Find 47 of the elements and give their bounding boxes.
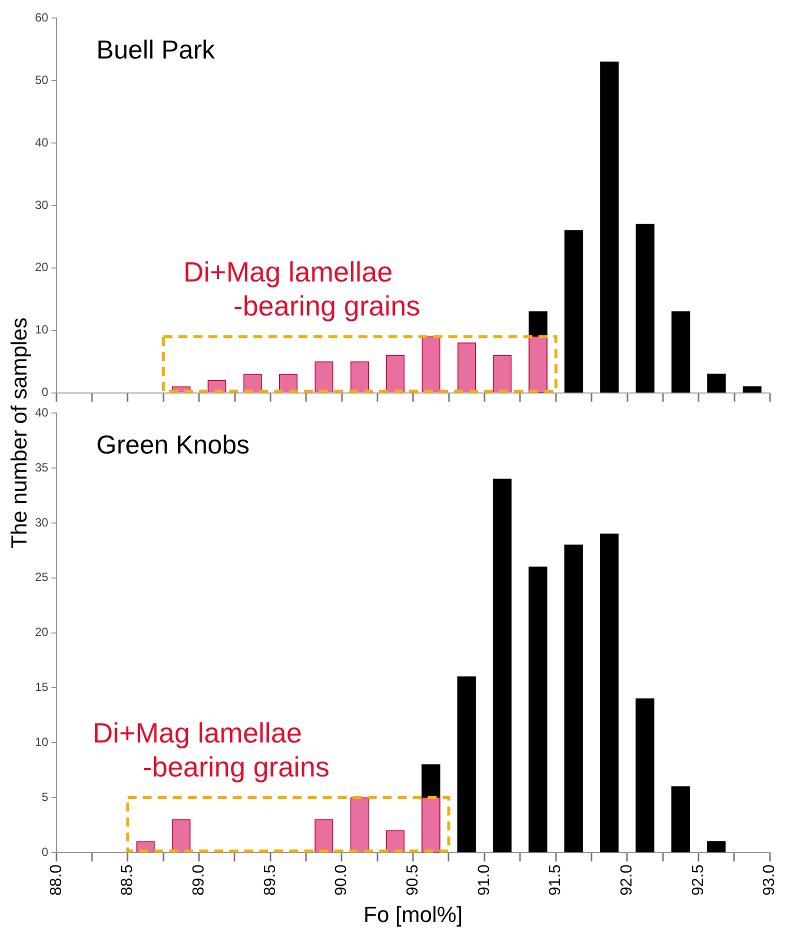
x-tick-label: 93.0 (761, 864, 778, 896)
bar (636, 698, 654, 852)
y-tick-label: 10 (34, 322, 49, 337)
x-tick-label: 88.5 (119, 864, 136, 896)
y-tick-label: 15 (34, 680, 49, 694)
text: Green Knobs (96, 429, 250, 460)
bar (707, 374, 726, 393)
bar (600, 534, 619, 852)
y-tick-label: 60 (34, 10, 49, 25)
y-tick-label: 30 (34, 198, 49, 212)
bar (600, 62, 619, 393)
x-tick-label: 91.5 (547, 864, 564, 896)
y-tick-label: 40 (34, 406, 49, 420)
y-tick-label: 35 (34, 460, 49, 474)
x-tick-label: 89.5 (262, 864, 279, 896)
y-tick-label: 10 (34, 734, 49, 749)
bar (528, 566, 548, 852)
text: Buell Park (96, 34, 216, 64)
x-tick-label: 92.0 (618, 864, 636, 896)
x-tick-label: 90.0 (333, 864, 350, 896)
y-tick-label: 5 (42, 790, 49, 804)
x-tick-label: 88.0 (48, 864, 65, 896)
y-tick-label: 50 (34, 72, 49, 87)
bar (636, 224, 654, 393)
annotation: Di+Mag lamellae -bearing grains (183, 256, 420, 322)
y-axis-title: The number of samples (7, 317, 33, 549)
y-tick-label: 40 (34, 135, 49, 150)
bar (564, 544, 583, 852)
bar (706, 841, 726, 852)
annotation: Di+Mag lamellae -bearing grains (92, 718, 330, 783)
x-tick-label: 89.0 (190, 864, 208, 896)
bar (492, 478, 512, 852)
bar (671, 786, 690, 852)
x-tick-label: 90.5 (404, 864, 422, 896)
x-tick-label: 92.5 (690, 864, 707, 896)
bar (457, 676, 476, 852)
y-tick-label: 25 (34, 570, 49, 584)
x-axis-title: Fo [mol%] (364, 902, 463, 927)
y-tick-label: 30 (34, 515, 49, 530)
bar (564, 230, 584, 393)
x-tick-label: 91.0 (476, 864, 493, 896)
bar (742, 386, 762, 393)
y-tick-label: 0 (42, 385, 49, 400)
y-tick-label: 0 (42, 844, 49, 859)
bar (671, 311, 690, 393)
y-tick-label: 20 (34, 260, 49, 274)
y-tick-label: 20 (34, 625, 49, 640)
